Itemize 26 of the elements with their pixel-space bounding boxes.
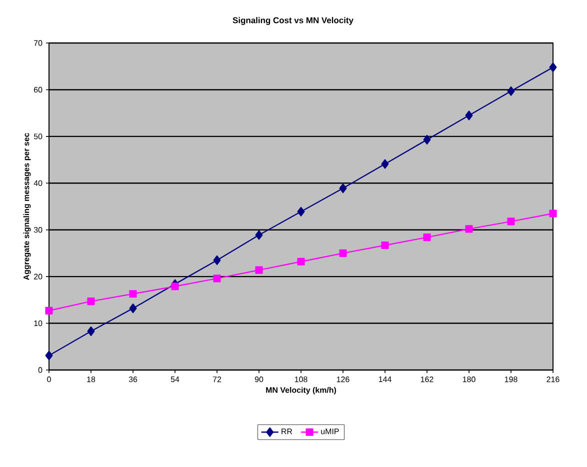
point (255, 266, 263, 274)
point (87, 298, 95, 306)
point (297, 206, 305, 216)
point (381, 241, 389, 250)
point (465, 225, 473, 233)
point (507, 218, 515, 226)
point (45, 350, 53, 360)
point (549, 62, 557, 72)
chart-title: Signaling Cost vs MN Velocity (232, 17, 354, 25)
point (465, 110, 473, 120)
point (381, 159, 389, 169)
point (255, 230, 263, 240)
point (297, 258, 305, 266)
point (171, 282, 179, 290)
point (129, 290, 137, 298)
point (45, 306, 53, 314)
point (87, 326, 95, 336)
point (339, 184, 347, 194)
point (129, 304, 137, 314)
point (213, 274, 221, 282)
point (423, 234, 431, 242)
point (339, 249, 347, 257)
point (507, 86, 515, 96)
point (549, 210, 557, 218)
point (213, 255, 221, 266)
point (423, 134, 431, 144)
